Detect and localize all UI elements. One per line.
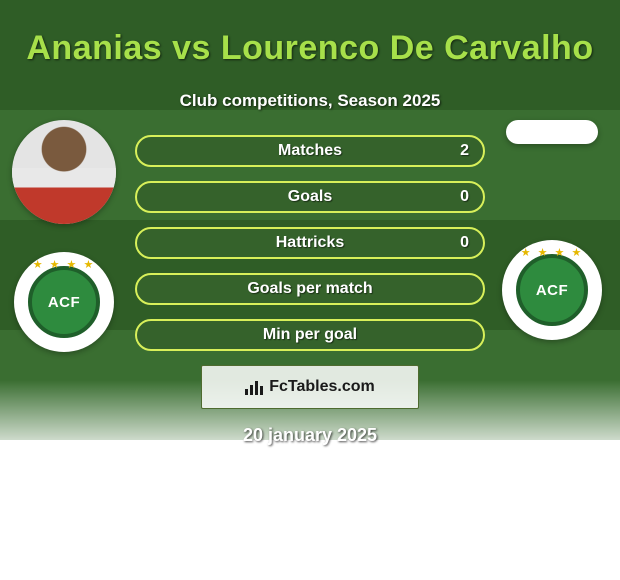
stat-row: Goals 0 [0,181,620,213]
comparison-card: Ananias vs Lourenco De Carvalho Club com… [0,0,620,580]
page-subtitle: Club competitions, Season 2025 [0,91,620,111]
stats-area: Matches 2 Goals 0 Hattricks 0 Goals per … [0,135,620,446]
watermark-text: FcTables.com [269,378,375,396]
stat-pill-hattricks: Hattricks 0 [135,227,485,259]
stat-label: Min per goal [263,326,357,344]
stat-label: Goals [288,188,332,206]
stat-label: Matches [278,142,342,160]
stat-row: Goals per match [0,273,620,305]
stat-pill-matches: Matches 2 [135,135,485,167]
stat-right-value: 0 [460,234,469,252]
page-title: Ananias vs Lourenco De Carvalho [0,23,620,68]
stat-label: Hattricks [276,234,344,252]
stat-row: Min per goal [0,319,620,351]
source-watermark: FcTables.com [201,365,419,409]
stat-pill-goals-per-match: Goals per match [135,273,485,305]
stat-pill-goals: Goals 0 [135,181,485,213]
stat-right-value: 0 [460,188,469,206]
stat-label: Goals per match [247,280,372,298]
stat-right-value: 2 [460,142,469,160]
bar-chart-icon [245,379,263,395]
stat-row: Matches 2 [0,135,620,167]
stat-pill-min-per-goal: Min per goal [135,319,485,351]
stat-row: Hattricks 0 [0,227,620,259]
comparison-date: 20 january 2025 [0,425,620,446]
